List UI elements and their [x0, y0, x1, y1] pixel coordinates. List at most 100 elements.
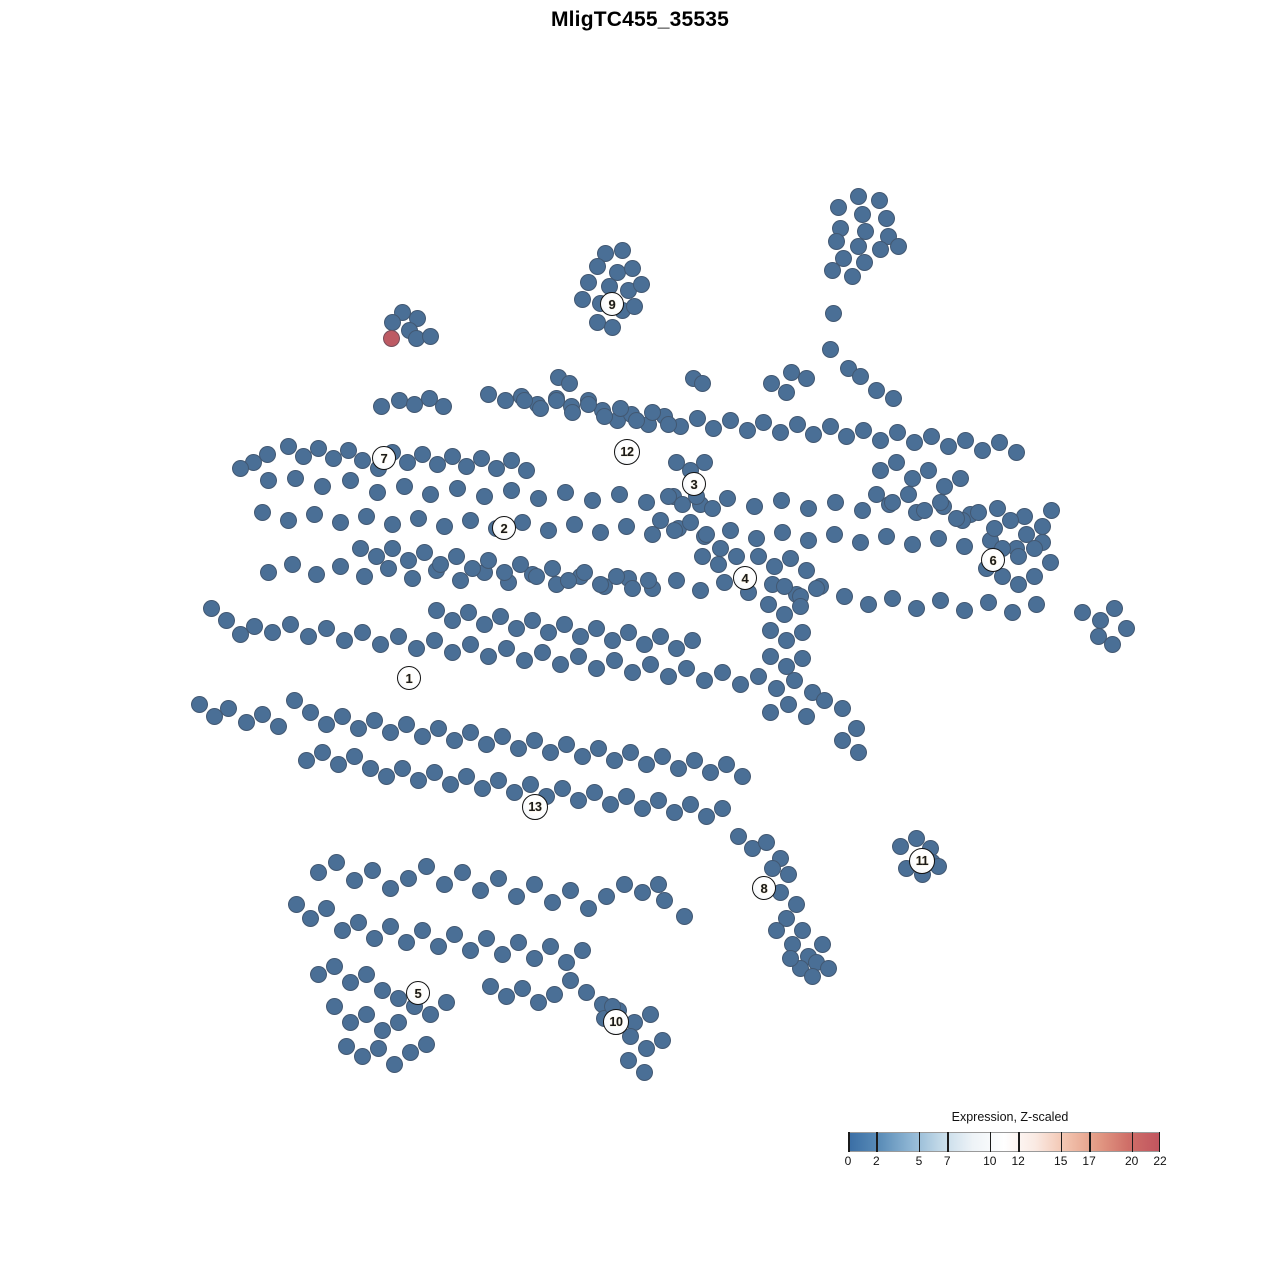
cluster-label-6[interactable]: 6: [981, 548, 1005, 572]
scatter-point: [487, 459, 505, 477]
cluster-label-1[interactable]: 1: [397, 666, 421, 690]
scatter-point: [560, 374, 578, 392]
scatter-point: [931, 493, 949, 511]
scatter-point: [579, 273, 597, 291]
scatter-point: [855, 253, 873, 271]
scatter-point: [1009, 547, 1027, 565]
scatter-point: [531, 399, 549, 417]
scatter-point: [1025, 539, 1043, 557]
scatter-point: [349, 913, 367, 931]
scatter-point: [623, 259, 641, 277]
scatter-point: [579, 899, 597, 917]
scatter-point: [883, 589, 901, 607]
scatter-point: [931, 591, 949, 609]
scatter-point: [785, 671, 803, 689]
scatter-point: [245, 617, 263, 635]
scatter-point: [258, 445, 276, 463]
scatter-point: [807, 579, 825, 597]
scatter-point: [205, 707, 223, 725]
scatter-point: [539, 623, 557, 641]
scatter-point: [327, 853, 345, 871]
scatter-point: [777, 383, 795, 401]
cluster-label-10[interactable]: 10: [603, 1009, 629, 1035]
scatter-point: [379, 559, 397, 577]
scatter-point: [353, 451, 371, 469]
scatter-point: [547, 391, 565, 409]
scatter-point: [939, 437, 957, 455]
scatter-point: [979, 593, 997, 611]
legend-tick-mark: [876, 1132, 878, 1152]
scatter-point: [625, 297, 643, 315]
scatter-point: [727, 547, 745, 565]
scatter-point: [833, 699, 851, 717]
cluster-label-11[interactable]: 11: [909, 848, 935, 874]
scatter-point: [951, 469, 969, 487]
scatter-point: [479, 647, 497, 665]
scatter-point: [777, 657, 795, 675]
scatter-point: [471, 881, 489, 899]
scatter-point: [859, 595, 877, 613]
scatter-point: [529, 993, 547, 1011]
cluster-label-text: 5: [414, 985, 422, 1001]
scatter-point: [427, 601, 445, 619]
scatter-point: [507, 887, 525, 905]
scatter-point: [428, 455, 446, 473]
cluster-label-12[interactable]: 12: [614, 439, 640, 465]
scatter-point: [421, 1005, 439, 1023]
legend-gradient-bar: [848, 1132, 1160, 1152]
scatter-point: [659, 487, 677, 505]
scatter-point: [493, 945, 511, 963]
cluster-label-2[interactable]: 2: [492, 516, 516, 540]
cluster-label-8[interactable]: 8: [752, 876, 776, 900]
scatter-point: [369, 1039, 387, 1057]
cluster-label-7[interactable]: 7: [372, 446, 396, 470]
scatter-point: [738, 421, 756, 439]
scatter-point: [333, 707, 351, 725]
legend-tick-mark: [1131, 1132, 1134, 1152]
scatter-point: [673, 495, 691, 513]
scatter-point: [1003, 603, 1021, 621]
scatter-point: [373, 981, 391, 999]
scatter-point: [704, 419, 722, 437]
scatter-point: [309, 439, 327, 457]
page-title: MligTC455_35535: [550, 8, 730, 31]
scatter-point: [651, 511, 669, 529]
scatter-point: [1007, 443, 1025, 461]
legend-tick-label: 2: [873, 1154, 880, 1168]
legend-tick-label: 10: [983, 1154, 997, 1168]
scatter-point: [877, 209, 895, 227]
cluster-label-4[interactable]: 4: [733, 566, 757, 590]
scatter-point: [525, 731, 543, 749]
scatter-point: [655, 891, 673, 909]
cluster-label-5[interactable]: 5: [406, 981, 430, 1005]
scatter-point: [623, 663, 641, 681]
scatter-point: [281, 615, 299, 633]
scatter-point: [393, 759, 411, 777]
scatter-point: [588, 313, 606, 331]
scatter-point: [529, 489, 547, 507]
scatter-point: [317, 619, 335, 637]
scatter-point: [479, 551, 497, 569]
legend-tick-label: 12: [1011, 1154, 1025, 1168]
scatter-point: [867, 381, 885, 399]
scatter-point: [429, 719, 447, 737]
scatter-point: [283, 555, 301, 573]
cluster-label-13[interactable]: 13: [522, 794, 548, 820]
scatter-point: [325, 997, 343, 1015]
cluster-label-text: 4: [741, 570, 749, 586]
scatter-point: [307, 565, 325, 583]
scatter-point: [397, 715, 415, 733]
cluster-label-text: 11: [915, 853, 929, 868]
scatter-point: [563, 403, 581, 421]
scatter-point: [883, 493, 901, 511]
scatter-point: [351, 539, 369, 557]
scatter-point: [397, 933, 415, 951]
scatter-point: [381, 917, 399, 935]
cluster-label-9[interactable]: 9: [600, 292, 624, 316]
cluster-label-3[interactable]: 3: [682, 472, 706, 496]
legend-title: Expression, Z-scaled: [951, 1110, 1069, 1124]
scatter-point: [591, 523, 609, 541]
scatter-point: [799, 531, 817, 549]
scatter-point: [697, 807, 715, 825]
scatter-point: [611, 399, 629, 417]
